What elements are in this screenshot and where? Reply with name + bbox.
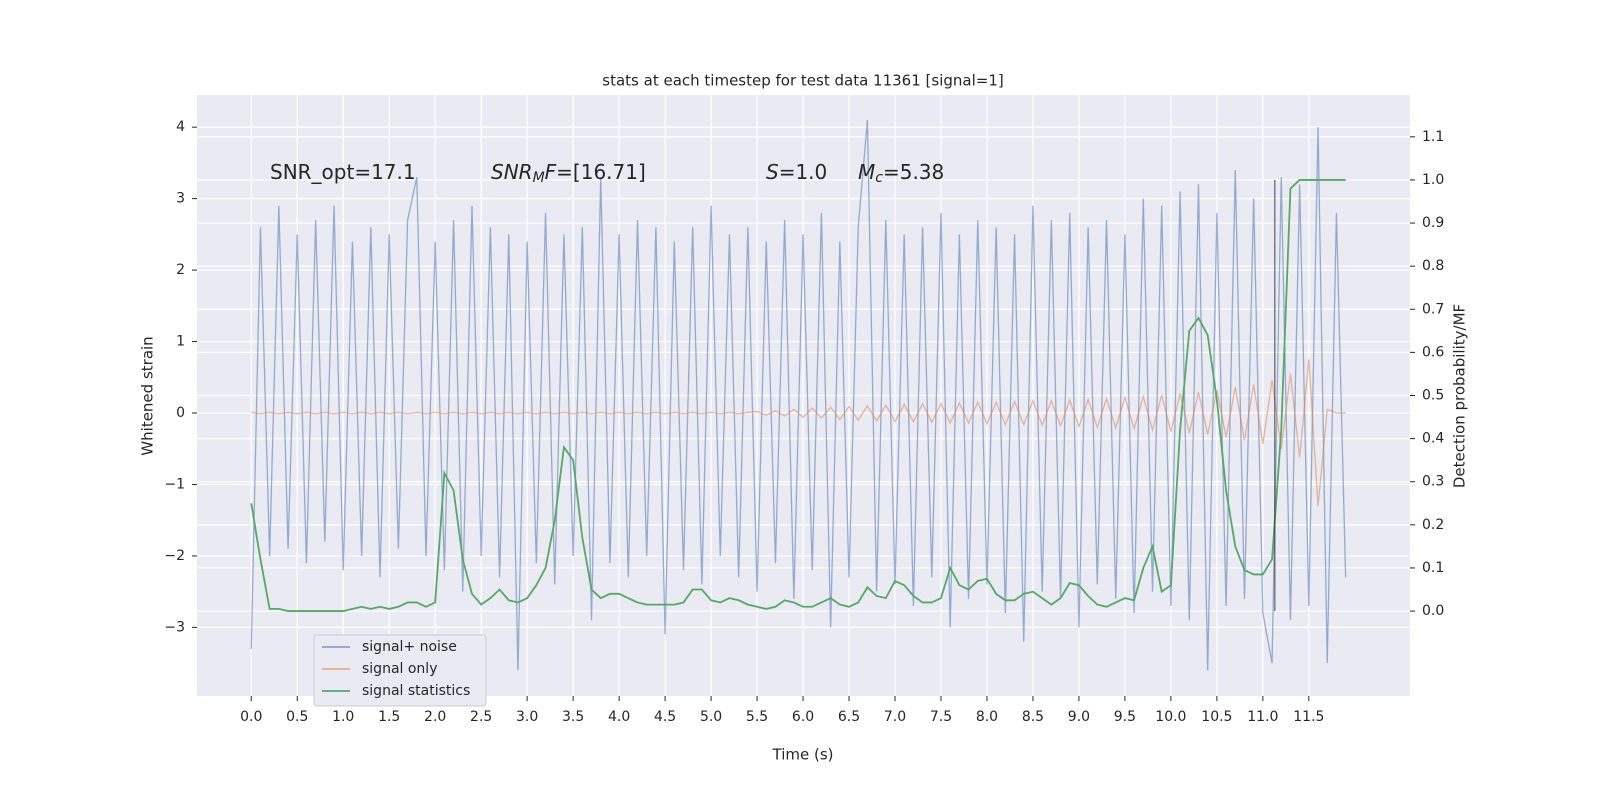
annotation-part: M: [533, 170, 545, 186]
legend-label: signal only: [362, 661, 437, 677]
x-tick-label: 7.5: [930, 709, 952, 725]
y2-tick-label: 0.3: [1422, 474, 1444, 490]
x-tick-label: 5.0: [700, 709, 722, 725]
y-tick-label: 1: [176, 334, 185, 350]
y2-tick-label: 0.7: [1422, 301, 1444, 317]
x-axis-label: Time (s): [772, 746, 834, 764]
x-tick-label: 9.5: [1114, 709, 1136, 725]
x-tick-label: 2.0: [424, 709, 446, 725]
x-tick-label: 0.5: [286, 709, 308, 725]
y-tick-label: −1: [164, 476, 185, 492]
y2-axis-label: Detection probability/MF: [1451, 304, 1469, 488]
series-line: [251, 359, 1346, 506]
y-tick-label: −3: [164, 619, 185, 635]
x-tick-label: 11.0: [1247, 709, 1278, 725]
y2-tick-label: 0.8: [1422, 258, 1444, 274]
y2-tick-label: 0.2: [1422, 517, 1444, 533]
y2-tick-label: 0.0: [1422, 603, 1444, 619]
x-tick-label: 10.0: [1155, 709, 1186, 725]
x-tick-label: 8.0: [976, 709, 998, 725]
x-tick-label: 8.5: [1022, 709, 1044, 725]
y2-tick-label: 0.1: [1422, 560, 1444, 576]
legend-label: signal+ noise: [362, 639, 457, 655]
annotation: Mc=5.38: [858, 160, 944, 187]
y2-tick-label: 0.4: [1422, 431, 1444, 447]
annotation-part: F: [545, 160, 557, 184]
annotation-part: =5.38: [883, 160, 944, 184]
x-tick-label: 1.5: [378, 709, 400, 725]
x-tick-label: 4.0: [608, 709, 630, 725]
y-tick-label: 0: [176, 405, 185, 421]
annotation: S=1.0: [766, 160, 827, 184]
x-tick-label: 3.5: [562, 709, 584, 725]
x-tick-label: 0.0: [240, 709, 262, 725]
y2-tick-label: 0.6: [1422, 344, 1444, 360]
legend-box: [313, 634, 487, 707]
annotation-part: =1.0: [779, 160, 828, 184]
series-line: [250, 179, 1346, 612]
series-line: [250, 119, 1347, 671]
annotation-part: c: [875, 170, 883, 186]
x-tick-label: 1.0: [332, 709, 354, 725]
y2-tick-label: 0.5: [1422, 388, 1444, 404]
x-tick-label: 10.5: [1201, 709, 1232, 725]
legend-label: signal statistics: [362, 683, 470, 699]
y2-tick-label: 0.9: [1422, 215, 1444, 231]
y-tick-label: −2: [164, 548, 185, 564]
y-tick-label: 4: [176, 119, 185, 135]
y2-tick-label: 1.0: [1422, 172, 1444, 188]
x-tick-label: 6.0: [792, 709, 814, 725]
y2-tick-label: 1.1: [1422, 129, 1444, 145]
x-tick-label: 6.5: [838, 709, 860, 725]
x-tick-label: 7.0: [884, 709, 906, 725]
annotation-part: SNR_opt=17.1: [270, 160, 416, 184]
y-tick-label: 3: [176, 191, 185, 207]
x-tick-label: 3.0: [516, 709, 538, 725]
x-tick-label: 2.5: [470, 709, 492, 725]
x-tick-label: 5.5: [746, 709, 768, 725]
x-tick-label: 9.0: [1068, 709, 1090, 725]
x-tick-label: 4.5: [654, 709, 676, 725]
y-tick-label: 2: [176, 262, 185, 278]
annotation-part: S: [766, 160, 779, 184]
chart-title: stats at each timestep for test data 113…: [602, 72, 1003, 90]
y-axis-label: Whitened strain: [139, 336, 157, 455]
annotation-part: =[16.71]: [556, 160, 646, 184]
annotation: SNR_opt=17.1: [270, 160, 416, 184]
annotation: SNRMF=[16.71]: [491, 160, 646, 187]
annotation-part: SNR: [491, 160, 533, 184]
annotation-part: M: [858, 160, 875, 184]
legend: signal+ noise signal only signal statistic…: [313, 634, 487, 707]
x-tick-label: 11.5: [1293, 709, 1324, 725]
